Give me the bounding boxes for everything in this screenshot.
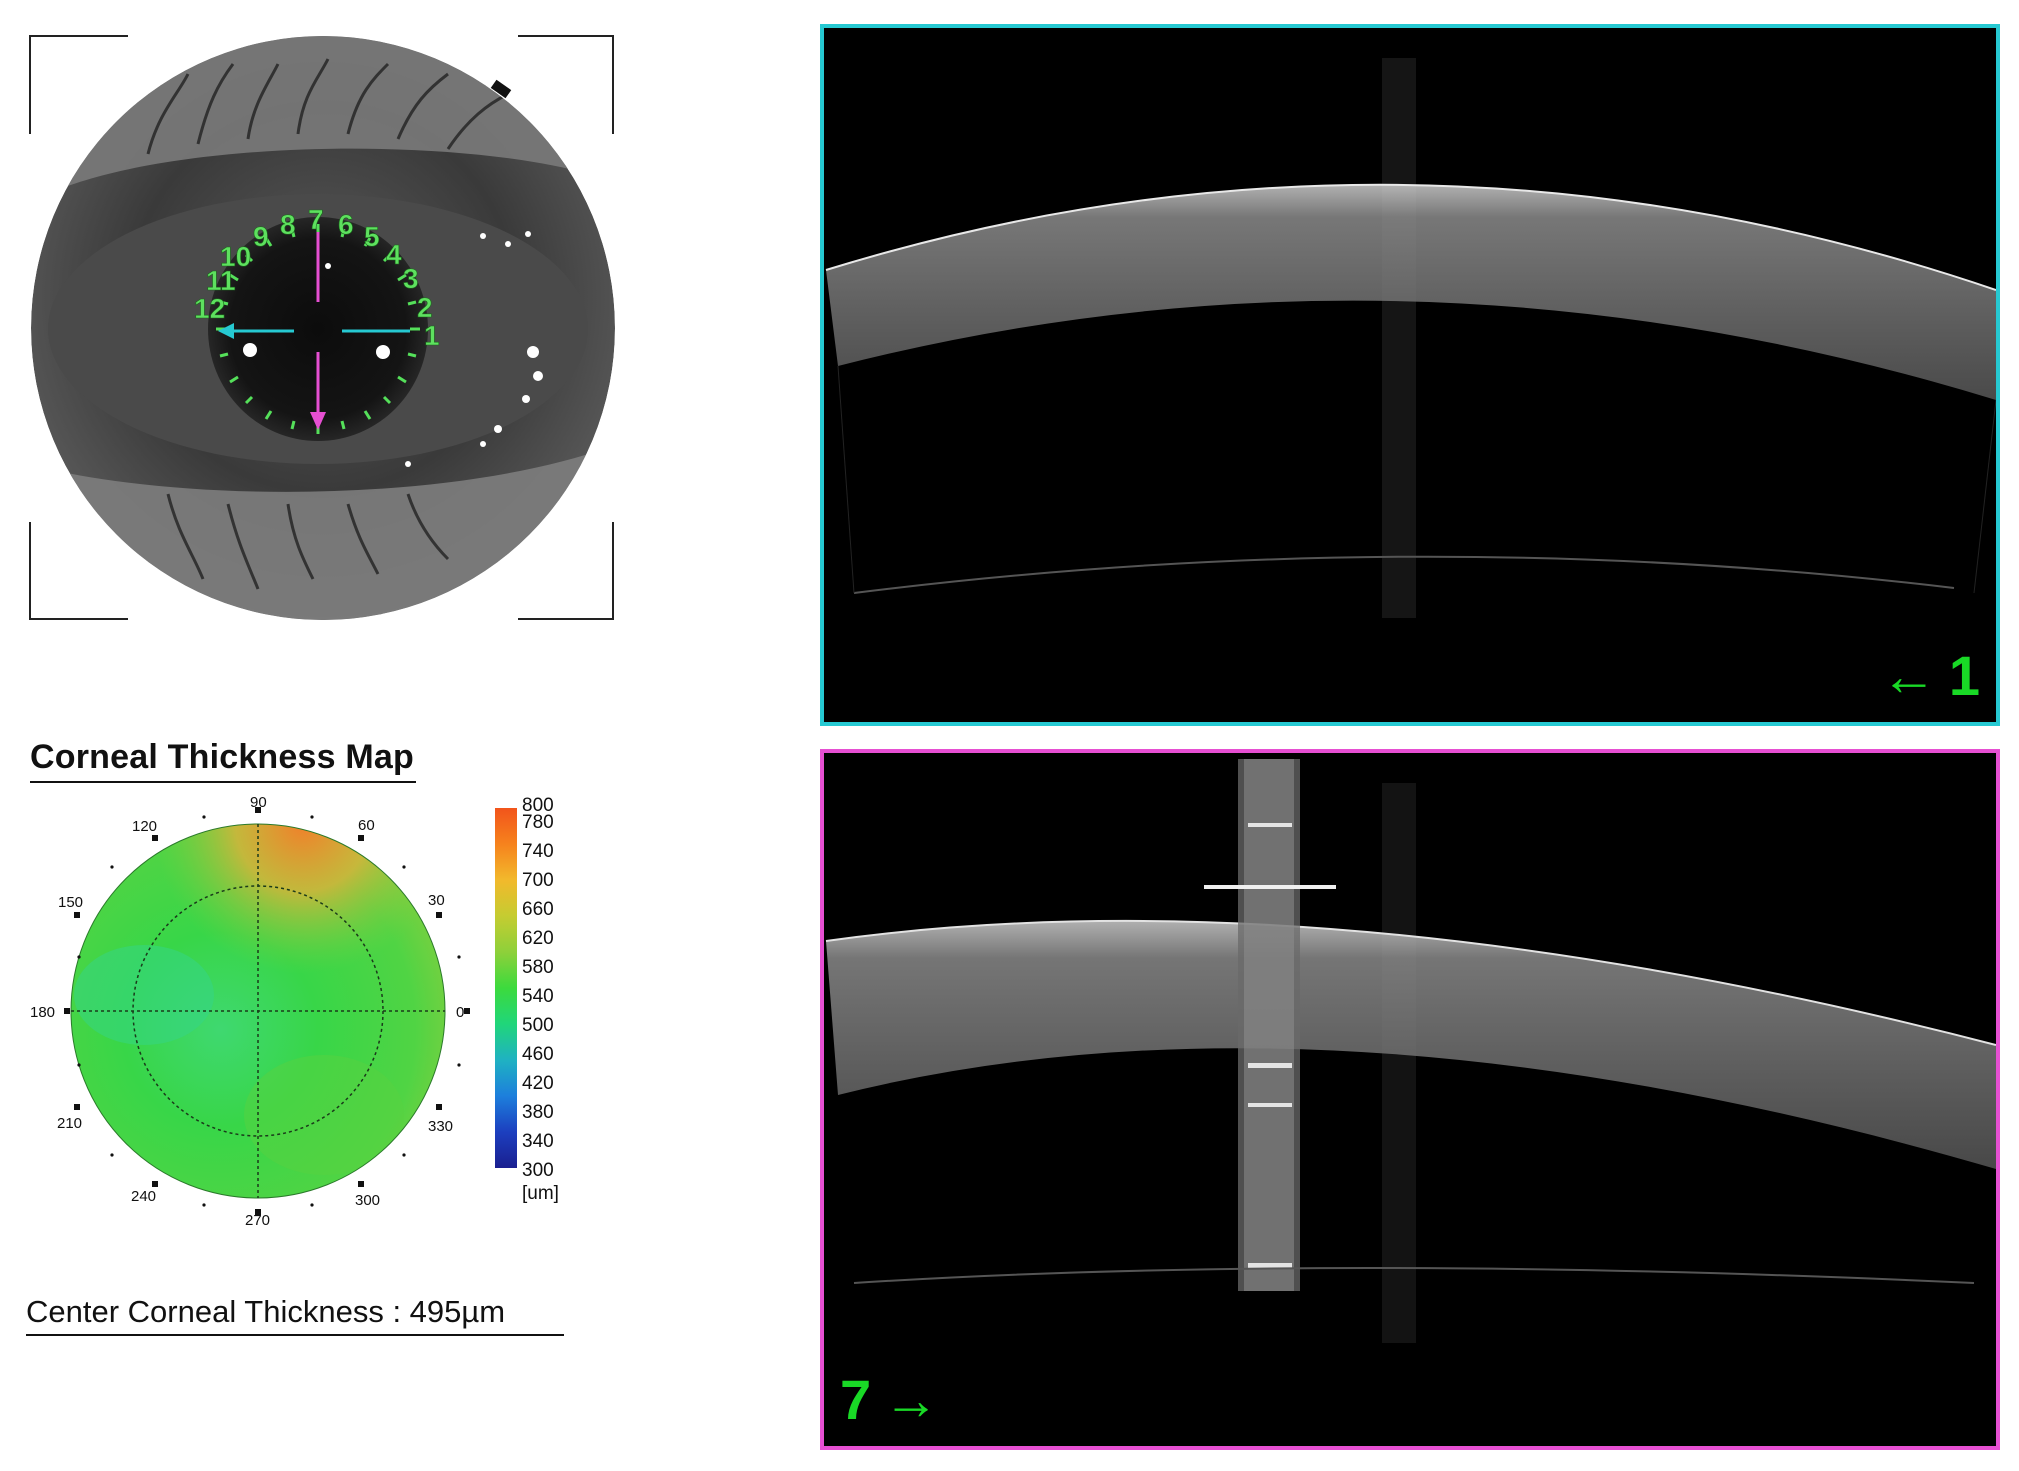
angle-label-300: 300 [355, 1192, 380, 1209]
scan-7-label: 7 → [840, 1372, 939, 1428]
clock-numbers: 1 2 3 4 5 6 7 8 9 10 11 12 [194, 204, 440, 352]
scale-tick: 420 [522, 1073, 554, 1094]
thickness-map: 90 60 30 0 330 300 270 240 210 180 150 1… [24, 795, 474, 1235]
scale-tick: 580 [522, 957, 554, 978]
clock-number-1: 1 [424, 320, 440, 351]
frame-corners [29, 35, 614, 620]
scan-7-number: 7 [840, 1368, 872, 1431]
oct-scan-1-image [825, 58, 1996, 618]
clock-number-3: 3 [403, 263, 419, 294]
angle-label-270: 270 [245, 1212, 270, 1229]
clock-number-4: 4 [386, 239, 402, 270]
center-corneal-thickness: Center Corneal Thickness : 495µm [26, 1294, 564, 1336]
scan-1-label: ← 1 [1881, 648, 1980, 704]
scale-tick: 740 [522, 841, 554, 862]
oct-scan-1: ← 1 [820, 24, 2000, 726]
cct-value: 495µm [409, 1294, 506, 1329]
clock-number-6: 6 [338, 209, 354, 240]
thickness-map-title: Corneal Thickness Map [30, 738, 416, 783]
clock-number-9: 9 [253, 221, 269, 252]
angle-labels: 90 60 30 0 330 300 270 240 210 180 150 1… [30, 795, 464, 1229]
angle-label-0: 0 [456, 1004, 464, 1021]
scale-tick: 700 [522, 870, 554, 891]
right-arrow-icon: → [883, 1368, 940, 1431]
angle-label-210: 210 [57, 1115, 82, 1132]
angle-label-90: 90 [250, 795, 267, 811]
scan-direction-arrows [218, 232, 410, 430]
angle-label-330: 330 [428, 1118, 453, 1135]
clock-number-12: 12 [194, 293, 225, 324]
scale-tick: 780 [522, 812, 554, 833]
clock-number-7: 7 [308, 204, 324, 235]
scale-tick: 300 [522, 1160, 554, 1181]
scale-tick: 540 [522, 986, 554, 1007]
angle-label-30: 30 [428, 892, 445, 909]
left-arrow-icon: ← [1880, 644, 1937, 707]
scale-tick: 620 [522, 928, 554, 949]
eye-photo: 1 2 3 4 5 6 7 8 9 10 11 12 [29, 35, 615, 620]
clock-ticks [216, 224, 420, 434]
thickness-color-scale [495, 808, 517, 1168]
thickness-map-graphic: 90 60 30 0 330 300 270 240 210 180 150 1… [30, 795, 470, 1229]
scale-tick: 800 [522, 795, 554, 816]
cct-label: Center Corneal Thickness [26, 1294, 384, 1329]
clock-number-11: 11 [206, 265, 236, 296]
scale-tick: 460 [522, 1044, 554, 1065]
clock-number-10: 10 [220, 241, 251, 272]
cct-separator: : [383, 1294, 410, 1329]
oct-scan-7: 7 → [820, 749, 2000, 1450]
oct-scan-7-image [825, 759, 1996, 1343]
angle-label-180: 180 [30, 1004, 55, 1021]
angle-label-60: 60 [358, 817, 375, 834]
eye-image-panel: 1 2 3 4 5 6 7 8 9 10 11 12 [28, 34, 618, 622]
clock-number-5: 5 [364, 221, 380, 252]
scan-1-number: 1 [1948, 644, 1980, 707]
clock-number-8: 8 [280, 209, 296, 240]
scale-tick: 500 [522, 1015, 554, 1036]
clock-number-2: 2 [417, 292, 433, 323]
scale-tick: 380 [522, 1102, 554, 1123]
scale-tick: 340 [522, 1131, 554, 1152]
angle-label-240: 240 [131, 1188, 156, 1205]
angle-label-150: 150 [58, 894, 83, 911]
scale-tick: 660 [522, 899, 554, 920]
angle-label-120: 120 [132, 818, 157, 835]
scale-unit: [um] [522, 1183, 559, 1204]
